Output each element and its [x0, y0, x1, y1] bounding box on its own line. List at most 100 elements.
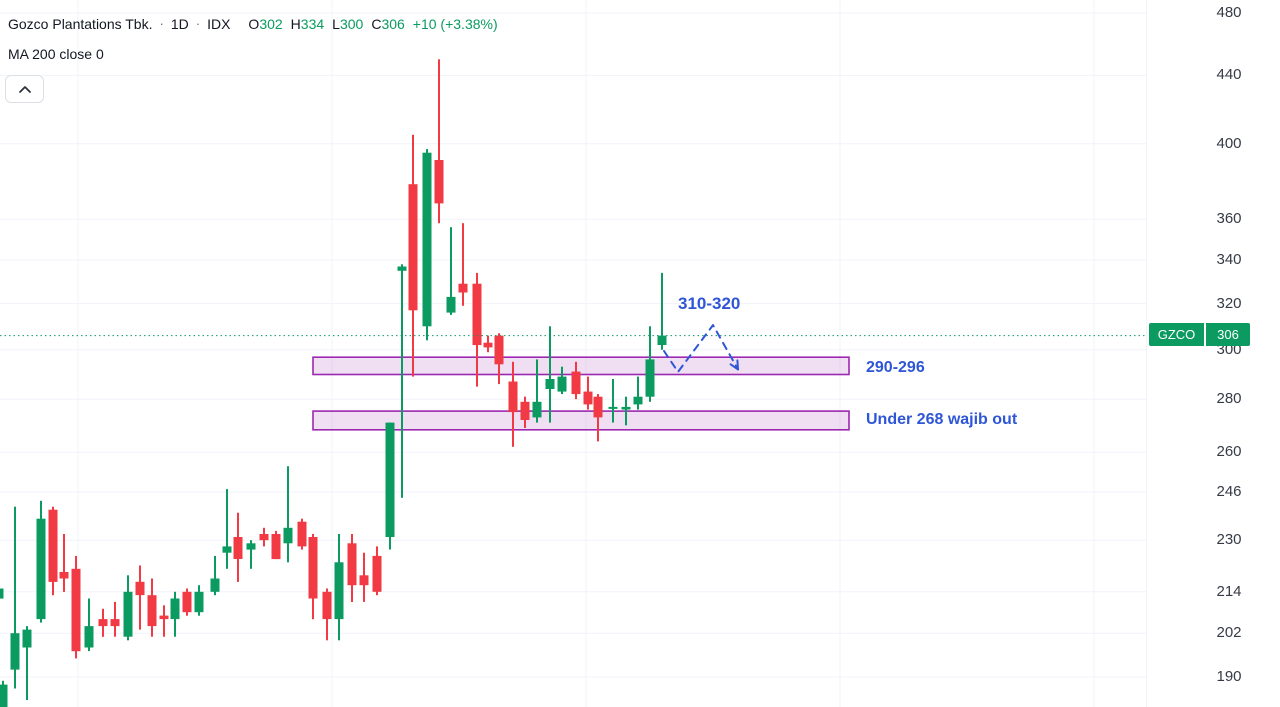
candle-wick	[88, 598, 90, 652]
price-tick-label: 320	[1216, 295, 1242, 312]
candle-wick	[637, 376, 639, 410]
candle-body	[71, 568, 81, 652]
candle-body	[557, 376, 567, 392]
price-tick-label: 260	[1216, 443, 1242, 460]
candle-body	[446, 296, 456, 313]
candle-body	[385, 422, 395, 537]
candle-body	[22, 629, 32, 648]
collapse-legend-button[interactable]	[5, 75, 44, 103]
candle-body	[110, 619, 120, 627]
candle-body	[520, 401, 530, 420]
candle-body	[233, 537, 243, 559]
candle-wick	[14, 506, 16, 689]
timeframe-label[interactable]: 1D	[170, 15, 189, 32]
candle-body	[334, 562, 344, 620]
zone-rect	[312, 356, 850, 376]
candle-body	[508, 381, 518, 413]
candle-body	[210, 578, 220, 592]
annotation-supply-zone-label[interactable]: 290-296	[866, 359, 925, 376]
low-value: 300	[339, 15, 364, 32]
candle-body	[170, 598, 180, 620]
candle-body	[483, 342, 493, 348]
symbol-legend-row[interactable]: Gozco Plantations Tbk. · 1D · IDX O 302 H 334 L 3…	[8, 14, 498, 33]
candle-wick	[612, 379, 614, 423]
price-tick-label: 440	[1216, 66, 1242, 83]
price-tick-label: 400	[1216, 135, 1242, 152]
projection-arrowhead	[729, 359, 739, 371]
candle-body	[194, 591, 204, 613]
candle-body	[422, 152, 432, 327]
chevron-up-icon	[18, 85, 31, 93]
candle-wick	[401, 264, 403, 498]
ohlc-readout: O 302 H 334 L 300 C 306 +10 (+3.38%)	[248, 16, 497, 32]
candle-body	[347, 543, 357, 586]
low-label: L	[332, 15, 340, 32]
candle-body	[271, 534, 281, 560]
price-tick-label: 360	[1216, 210, 1242, 227]
indicator-legend[interactable]: MA 200 close 0	[8, 46, 104, 62]
price-tick-label: 214	[1216, 583, 1242, 600]
candle-body	[283, 527, 293, 544]
price-tick-label: 340	[1216, 251, 1242, 268]
candle-body	[372, 555, 382, 592]
candle-body	[633, 396, 643, 405]
open-value: 302	[259, 15, 283, 32]
candle-body	[593, 396, 603, 418]
candle-body	[182, 591, 192, 613]
candle-wick	[26, 626, 28, 700]
candle-body	[621, 406, 631, 410]
projection-path-drawing[interactable]	[663, 324, 739, 373]
candle-wick	[226, 489, 228, 569]
candle-body	[472, 283, 482, 346]
candle-body	[84, 626, 94, 648]
candle-body	[494, 335, 504, 365]
close-label: C	[371, 15, 382, 32]
chart-legend: Gozco Plantations Tbk. · 1D · IDX O 302 H 334 L 3…	[5, 14, 498, 103]
price-axis[interactable]: 480 440 400 360 340 320 300 280 260 246 230 214 202 1…	[1146, 0, 1280, 707]
candle-body	[259, 534, 269, 541]
last-price-badge: GZCO 306	[1149, 323, 1250, 346]
price-tick-label: 190	[1216, 668, 1242, 685]
candle-body	[246, 543, 256, 550]
candle-body	[222, 546, 232, 553]
candle-body	[36, 518, 46, 620]
candles	[0, 59, 667, 707]
zone-rectangles[interactable]	[312, 356, 850, 431]
open-label: O	[248, 15, 260, 32]
candle-body	[408, 184, 418, 311]
annotation-target-range[interactable]: 310-320	[678, 294, 741, 313]
candle-wick	[214, 555, 216, 596]
ticker-symbol: GZCO	[1149, 323, 1204, 346]
candle-body	[608, 406, 618, 409]
high-value: 334	[300, 15, 325, 32]
candle-body	[159, 615, 169, 620]
candle-wick	[597, 394, 599, 442]
close-value: 306	[381, 15, 405, 32]
candle-body	[0, 684, 8, 707]
zone-rect	[312, 410, 850, 431]
candle-body	[135, 581, 145, 596]
candle-body	[545, 379, 555, 389]
candle-body	[297, 521, 307, 547]
separator-dot: ·	[159, 16, 164, 31]
candle-wick	[536, 359, 538, 423]
candle-body	[359, 575, 369, 586]
candle-body	[532, 401, 542, 418]
symbol-title[interactable]: Gozco Plantations Tbk.	[8, 15, 153, 32]
last-price-value: 306	[1206, 323, 1250, 346]
annotation-stop-zone-label[interactable]: Under 268 wajib out	[866, 411, 1018, 428]
candle-wick	[139, 565, 141, 630]
candle-body	[322, 591, 332, 620]
candle-body	[434, 160, 444, 204]
candle-body	[0, 588, 4, 599]
candle-body	[657, 335, 667, 345]
candle-wick	[287, 466, 289, 563]
candle-body	[48, 509, 58, 582]
price-tick-label: 246	[1216, 483, 1242, 500]
price-tick-label: 202	[1216, 624, 1242, 641]
exchange-label: IDX	[207, 15, 231, 32]
candle-body	[397, 266, 407, 271]
candle-body	[123, 591, 133, 637]
